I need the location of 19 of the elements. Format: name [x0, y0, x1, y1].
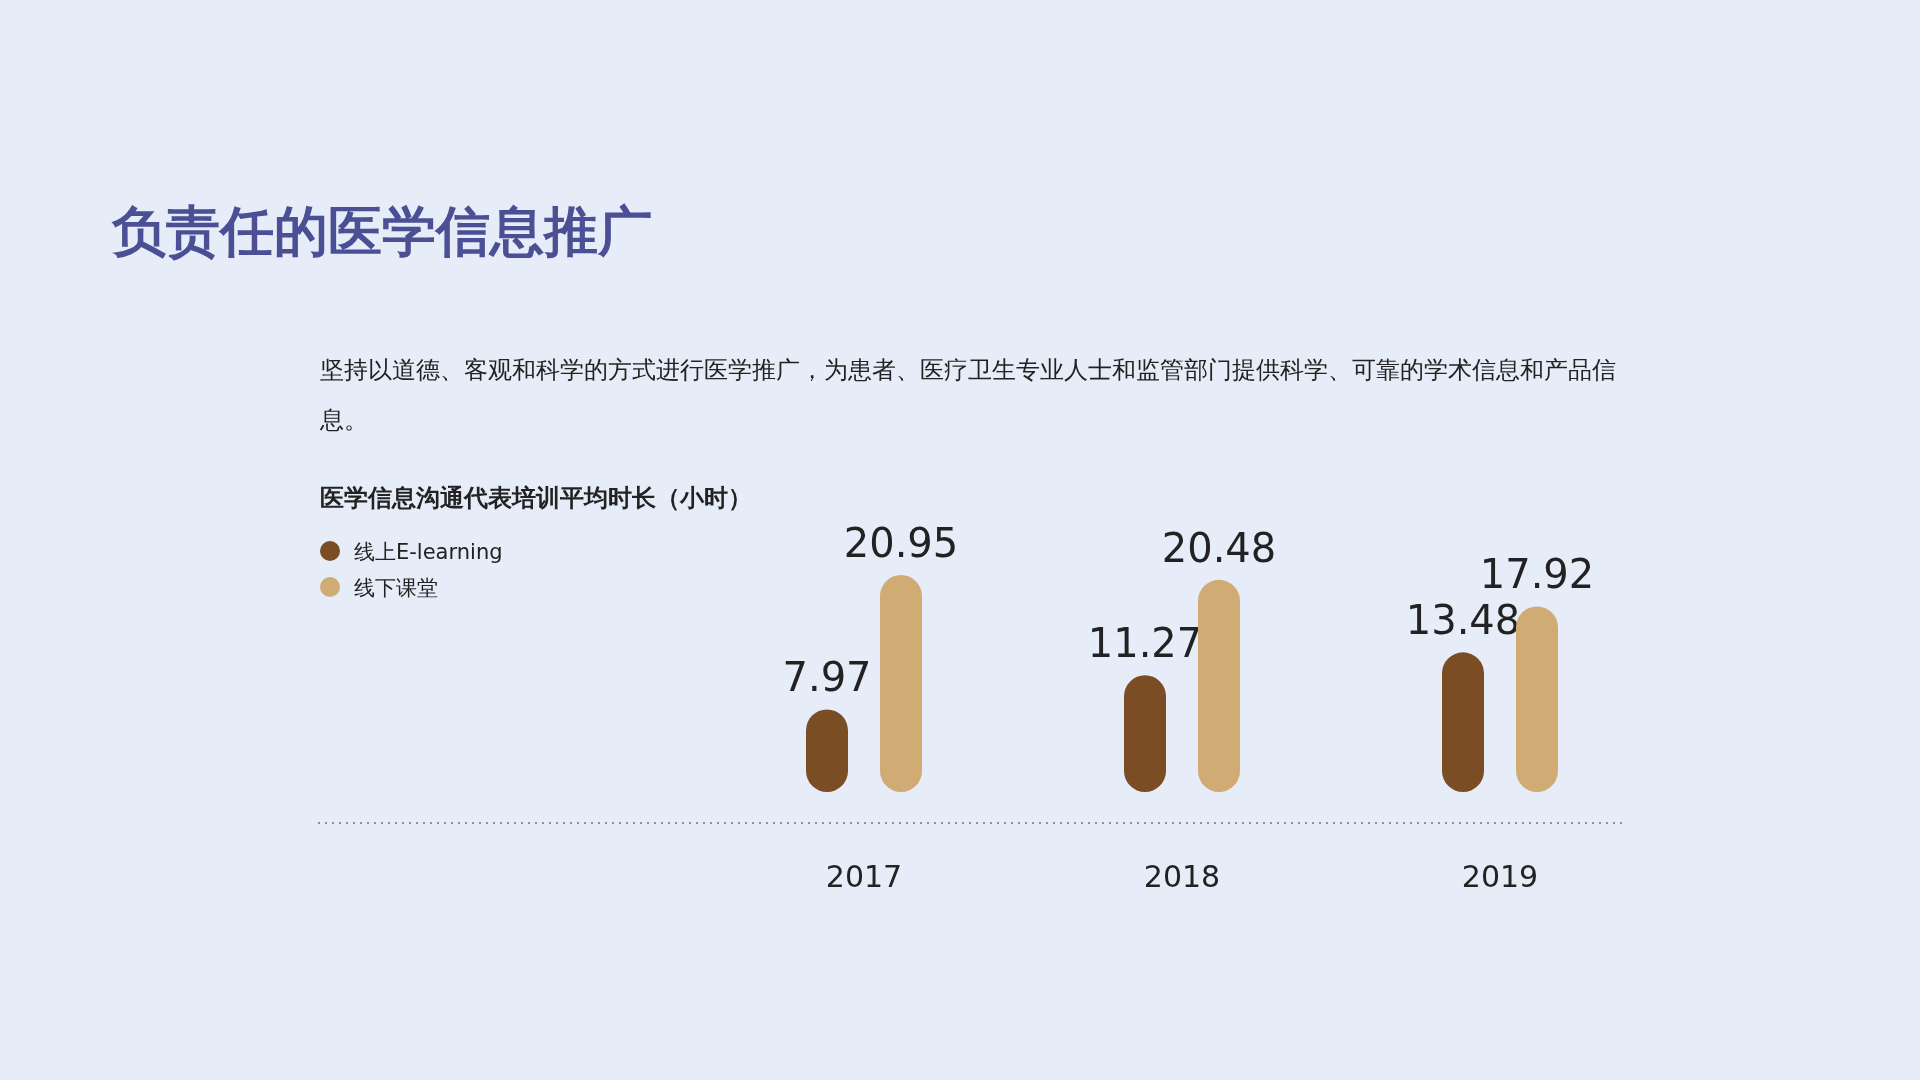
- bar: [1442, 652, 1484, 792]
- bar: [1124, 675, 1166, 792]
- data-label: 17.92: [1479, 551, 1595, 598]
- data-label: 13.48: [1405, 597, 1521, 644]
- data-label: 20.48: [1161, 524, 1277, 571]
- legend-label: 线上E-learning: [354, 540, 503, 564]
- chart-subtitle: 医学信息沟通代表培训平均时长（小时）: [320, 483, 752, 514]
- data-label: 7.97: [782, 654, 872, 701]
- x-tick-label: 2019: [1461, 859, 1539, 894]
- x-tick-label: 2018: [1143, 859, 1221, 894]
- chart-title: 负责任的医学信息推广: [112, 199, 652, 265]
- data-label: 20.95: [843, 520, 959, 566]
- data-label: 11.27: [1087, 620, 1203, 667]
- text: 坚持以道德、客观和科学的方式进行医学推广，为患者、医疗卫生专业人士和监管部门提供科学、可靠的学术信息和产品信息。: [320, 355, 1617, 436]
- bar: [1198, 579, 1240, 792]
- bar: [1516, 606, 1558, 792]
- legend-label: 线下课堂: [354, 576, 438, 600]
- x-tick-label: 2017: [825, 859, 903, 894]
- bar: [880, 575, 922, 792]
